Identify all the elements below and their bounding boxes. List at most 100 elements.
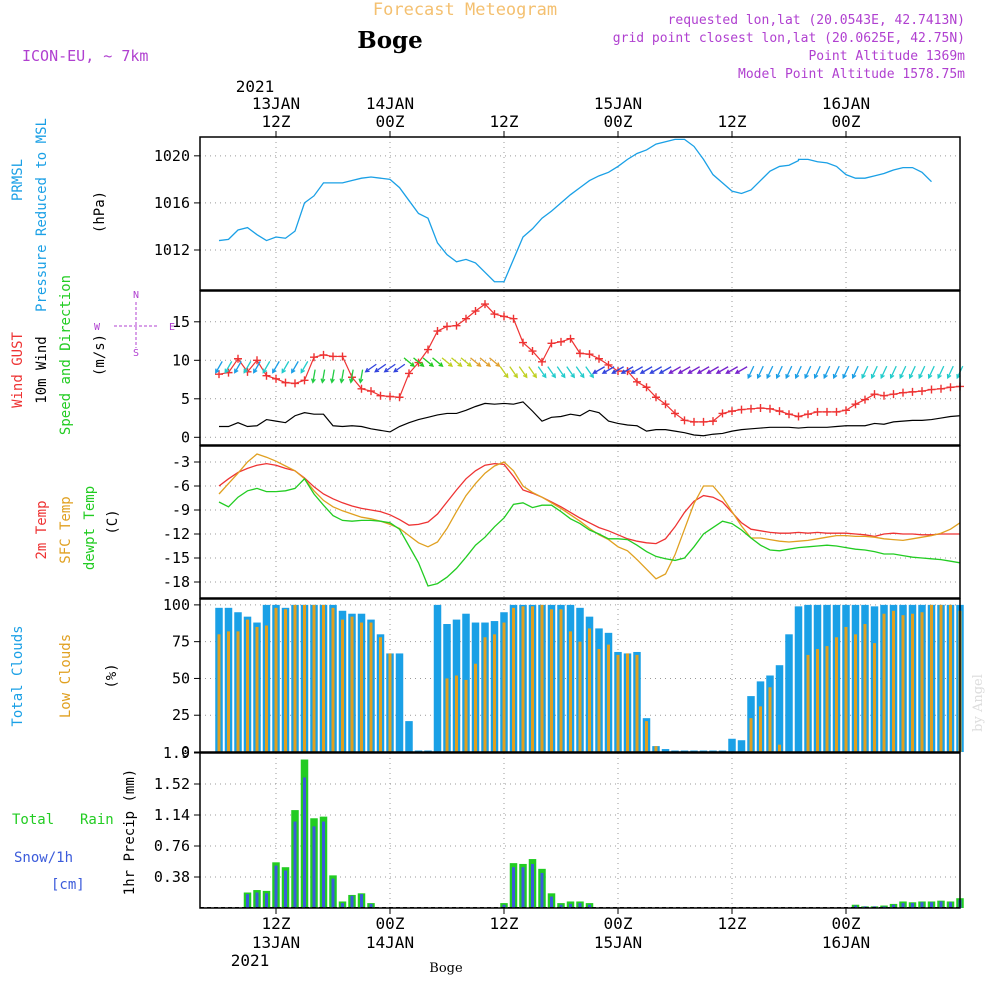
low-cloud-bar: [502, 622, 506, 752]
top-axis-hour: 12Z: [262, 112, 291, 131]
low-cloud-bar: [331, 607, 335, 752]
snow-bar: [255, 892, 259, 908]
precip-unit: 1hr Precip (mm): [122, 769, 138, 895]
snow-bar: [502, 904, 506, 908]
wind-direction-arrow: [899, 365, 907, 380]
y-tick-label: -9: [172, 501, 190, 519]
top-axis-date: 16JAN: [822, 94, 870, 113]
gust-marker: [585, 350, 594, 359]
bottom-axis-hour: 00Z: [604, 914, 633, 933]
wind-direction-arrow: [601, 366, 615, 374]
wind-direction-arrow: [547, 366, 557, 379]
bottom-axis-date: 15JAN: [594, 933, 642, 952]
gust-marker: [680, 416, 689, 425]
panel-frame: [199, 136, 961, 291]
wind-direction-arrow: [747, 365, 755, 380]
gust-marker: [880, 391, 888, 400]
bottom-axis-year: 2021: [231, 951, 270, 970]
gust-marker: [823, 407, 831, 416]
gust-marker: [557, 337, 565, 346]
y-tick-label: 25: [172, 706, 190, 724]
snow-bar: [521, 867, 525, 908]
gust-marker: [709, 417, 717, 426]
gust-marker: [737, 405, 746, 414]
wind-direction-arrow: [272, 361, 280, 374]
snow-bar: [588, 904, 591, 908]
wind-direction-arrow: [592, 366, 605, 374]
y-tick-label: 0.76: [154, 837, 190, 855]
snow-bar: [550, 896, 553, 908]
low-cloud-bar: [911, 613, 914, 752]
gust-marker: [889, 390, 898, 399]
snow-bar: [911, 903, 914, 908]
low-cloud-bar: [293, 604, 297, 752]
panel-3: 0 25 50 75 100: [163, 596, 964, 761]
gust-marker: [329, 352, 337, 361]
gust-marker: [310, 353, 318, 362]
gust-marker: [405, 369, 413, 378]
temp-unit: (C): [105, 509, 121, 534]
gust-marker: [443, 322, 451, 331]
low-cloud-bar: [540, 604, 544, 752]
low-cloud-bar: [388, 653, 392, 752]
footer-location: Boge: [429, 961, 463, 976]
low-cloud-bar: [749, 718, 753, 752]
gust-marker: [433, 327, 442, 336]
low-cloud-bar: [939, 604, 943, 752]
wind-direction-arrow: [677, 366, 691, 374]
wind-direction-arrow: [310, 369, 316, 384]
low-cloud-bar: [521, 606, 525, 752]
snow-bar: [350, 895, 354, 908]
bottom-axis-hour: 12Z: [490, 914, 519, 933]
snow-bar: [901, 903, 905, 908]
gust-marker: [785, 410, 793, 419]
gust-marker: [519, 338, 527, 347]
low-cloud-bar: [445, 678, 449, 752]
y-tick-label: 10: [172, 351, 190, 369]
gust-marker: [386, 392, 394, 401]
bottom-axis-hour: 12Z: [262, 914, 291, 933]
low-cloud-bar: [588, 628, 591, 752]
low-cloud-bar: [806, 654, 810, 752]
y-tick-label: 15: [172, 313, 190, 331]
gust-marker: [813, 407, 822, 416]
gust-marker: [699, 417, 708, 426]
low-cloud-bar: [274, 607, 278, 752]
wind-direction-arrow: [880, 365, 888, 380]
y-tick-label: 1.52: [154, 775, 190, 793]
low-cloud-bar: [616, 654, 620, 752]
gust-marker: [851, 400, 860, 409]
wind-direction-arrow: [320, 369, 326, 384]
gust-marker: [576, 349, 584, 358]
top-axis-year: 2021: [236, 77, 275, 96]
low-cloud-bar: [360, 622, 363, 752]
low-cloud-bar: [512, 607, 515, 752]
low-cloud-bar: [578, 641, 582, 752]
snow-bar: [930, 902, 933, 908]
gust-marker: [652, 393, 660, 402]
wind-direction-arrow: [918, 365, 926, 380]
bottom-axis-hour: 00Z: [376, 914, 405, 933]
y-tick-label: 75: [172, 633, 190, 651]
low-cloud-bar: [920, 612, 924, 752]
low-cloud-bar: [493, 634, 496, 752]
gust-marker: [946, 383, 955, 392]
grid-point-coordinates: grid point closest lon,lat (20.0625E, 42…: [613, 31, 965, 46]
low-cloud-bar: [825, 646, 829, 752]
snow-bar: [569, 903, 572, 908]
wind-direction-arrow: [499, 366, 509, 379]
gust-marker: [775, 407, 784, 416]
low-cloud-bar: [854, 634, 857, 752]
gust-marker: [291, 379, 299, 388]
wind-direction-arrow: [470, 357, 482, 368]
y-tick-label: 50: [172, 669, 190, 687]
snow-bar: [360, 894, 363, 908]
wind-direction-arrow: [842, 365, 850, 380]
wind-direction-arrow: [422, 357, 435, 368]
low-cloud-bar: [455, 675, 458, 752]
wind-direction-arrow: [339, 369, 345, 384]
forecast-title: Forecast Meteogram: [373, 0, 557, 20]
total-cloud-bar: [661, 749, 670, 752]
low-cloud-bar: [255, 626, 259, 752]
